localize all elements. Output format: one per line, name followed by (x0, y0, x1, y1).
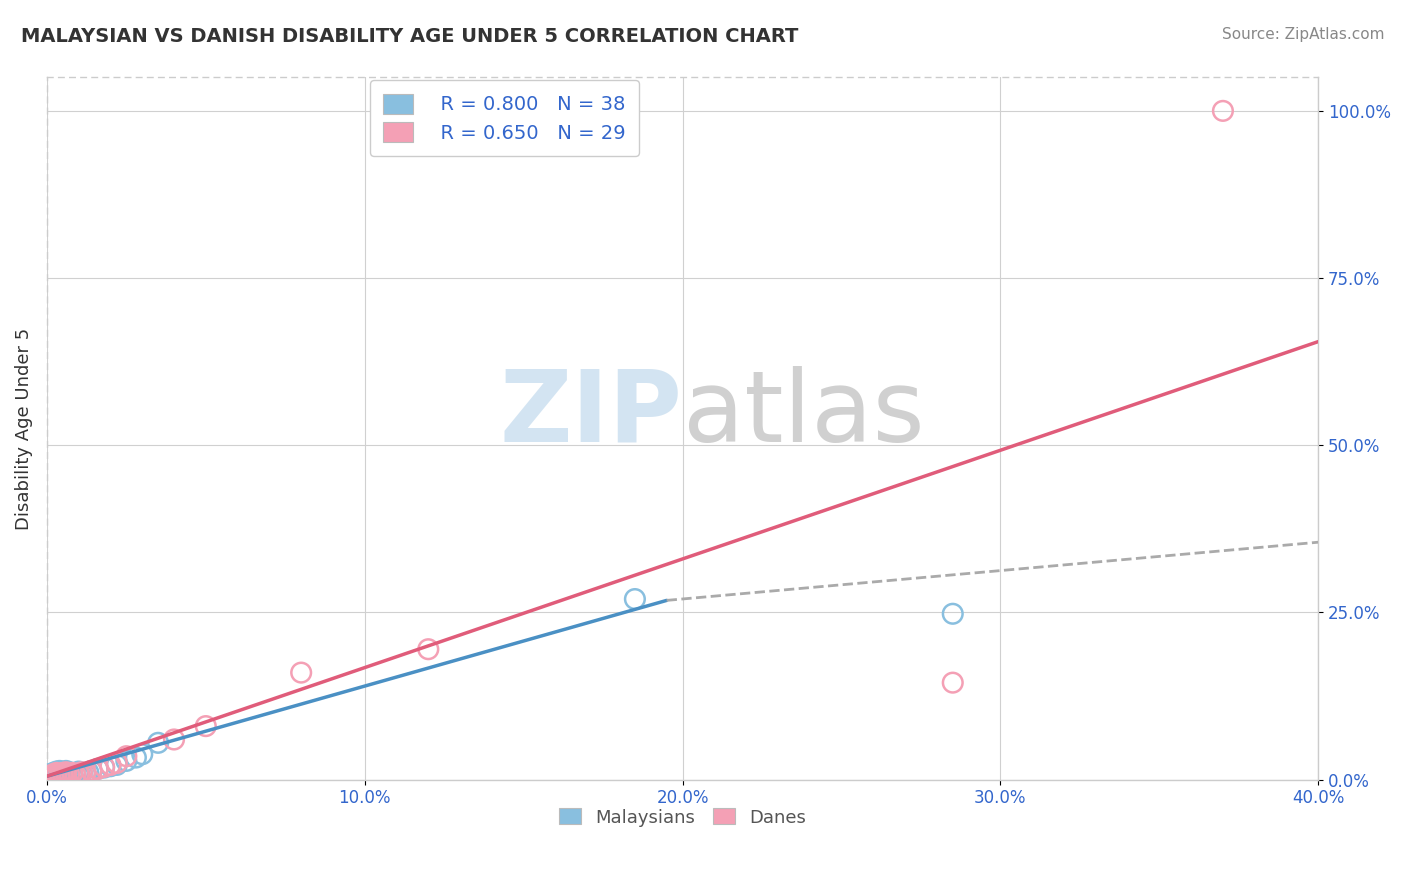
Point (55, 764, 77, 778)
Point (125, 750, 148, 764)
Point (70, 766, 93, 780)
Point (48, 766, 70, 780)
Point (58, 765, 80, 780)
Point (45, 767, 67, 781)
Point (70, 765, 93, 780)
Point (67, 766, 90, 780)
Point (418, 642, 440, 657)
Text: Source: ZipAtlas.com: Source: ZipAtlas.com (1222, 27, 1385, 42)
Point (942, 607, 965, 621)
Point (100, 759, 122, 773)
Point (100, 758, 122, 772)
Point (52, 768, 75, 782)
Point (42, 767, 65, 781)
Point (48, 769, 70, 783)
Point (52, 769, 75, 783)
Point (77, 765, 100, 780)
Point (52, 766, 75, 780)
Point (60, 766, 83, 780)
Point (42, 770, 65, 784)
Point (48, 764, 70, 778)
Point (93, 760, 115, 774)
Point (146, 736, 169, 750)
Point (65, 767, 87, 781)
Point (45, 764, 67, 779)
Legend: Malaysians, Danes: Malaysians, Danes (551, 801, 813, 834)
Point (48, 766, 70, 780)
Point (115, 754, 138, 768)
Point (60, 769, 83, 783)
Point (45, 766, 67, 780)
Point (39, 767, 62, 781)
Point (60, 766, 83, 780)
Point (55, 766, 77, 780)
Point (290, 665, 312, 680)
Point (80, 764, 103, 778)
Point (67, 769, 90, 783)
Point (1212, 103, 1234, 118)
Text: ZIP: ZIP (499, 366, 682, 463)
Point (55, 768, 77, 782)
Point (105, 756, 128, 770)
Point (58, 767, 80, 781)
Point (942, 675, 965, 690)
Point (131, 747, 153, 762)
Point (105, 758, 128, 772)
Point (42, 770, 65, 784)
Point (52, 765, 75, 780)
Point (42, 766, 65, 780)
Point (624, 592, 647, 607)
Text: MALAYSIAN VS DANISH DISABILITY AGE UNDER 5 CORRELATION CHART: MALAYSIAN VS DANISH DISABILITY AGE UNDER… (21, 27, 799, 45)
Y-axis label: Disability Age Under 5: Disability Age Under 5 (15, 327, 32, 530)
Point (58, 768, 80, 782)
Point (48, 769, 70, 783)
Point (39, 769, 62, 783)
Point (73, 766, 96, 780)
Text: atlas: atlas (682, 366, 924, 463)
Point (87, 762, 110, 776)
Point (73, 766, 96, 780)
Point (45, 769, 67, 783)
Point (55, 769, 77, 783)
Point (67, 764, 90, 779)
Point (80, 764, 103, 778)
Point (39, 769, 62, 783)
Point (93, 761, 115, 775)
Point (115, 749, 138, 764)
Point (55, 765, 77, 780)
Point (87, 762, 110, 776)
Point (65, 768, 87, 782)
Point (42, 768, 65, 782)
Point (163, 732, 186, 747)
Point (45, 769, 67, 783)
Point (52, 770, 75, 784)
Point (194, 719, 217, 733)
